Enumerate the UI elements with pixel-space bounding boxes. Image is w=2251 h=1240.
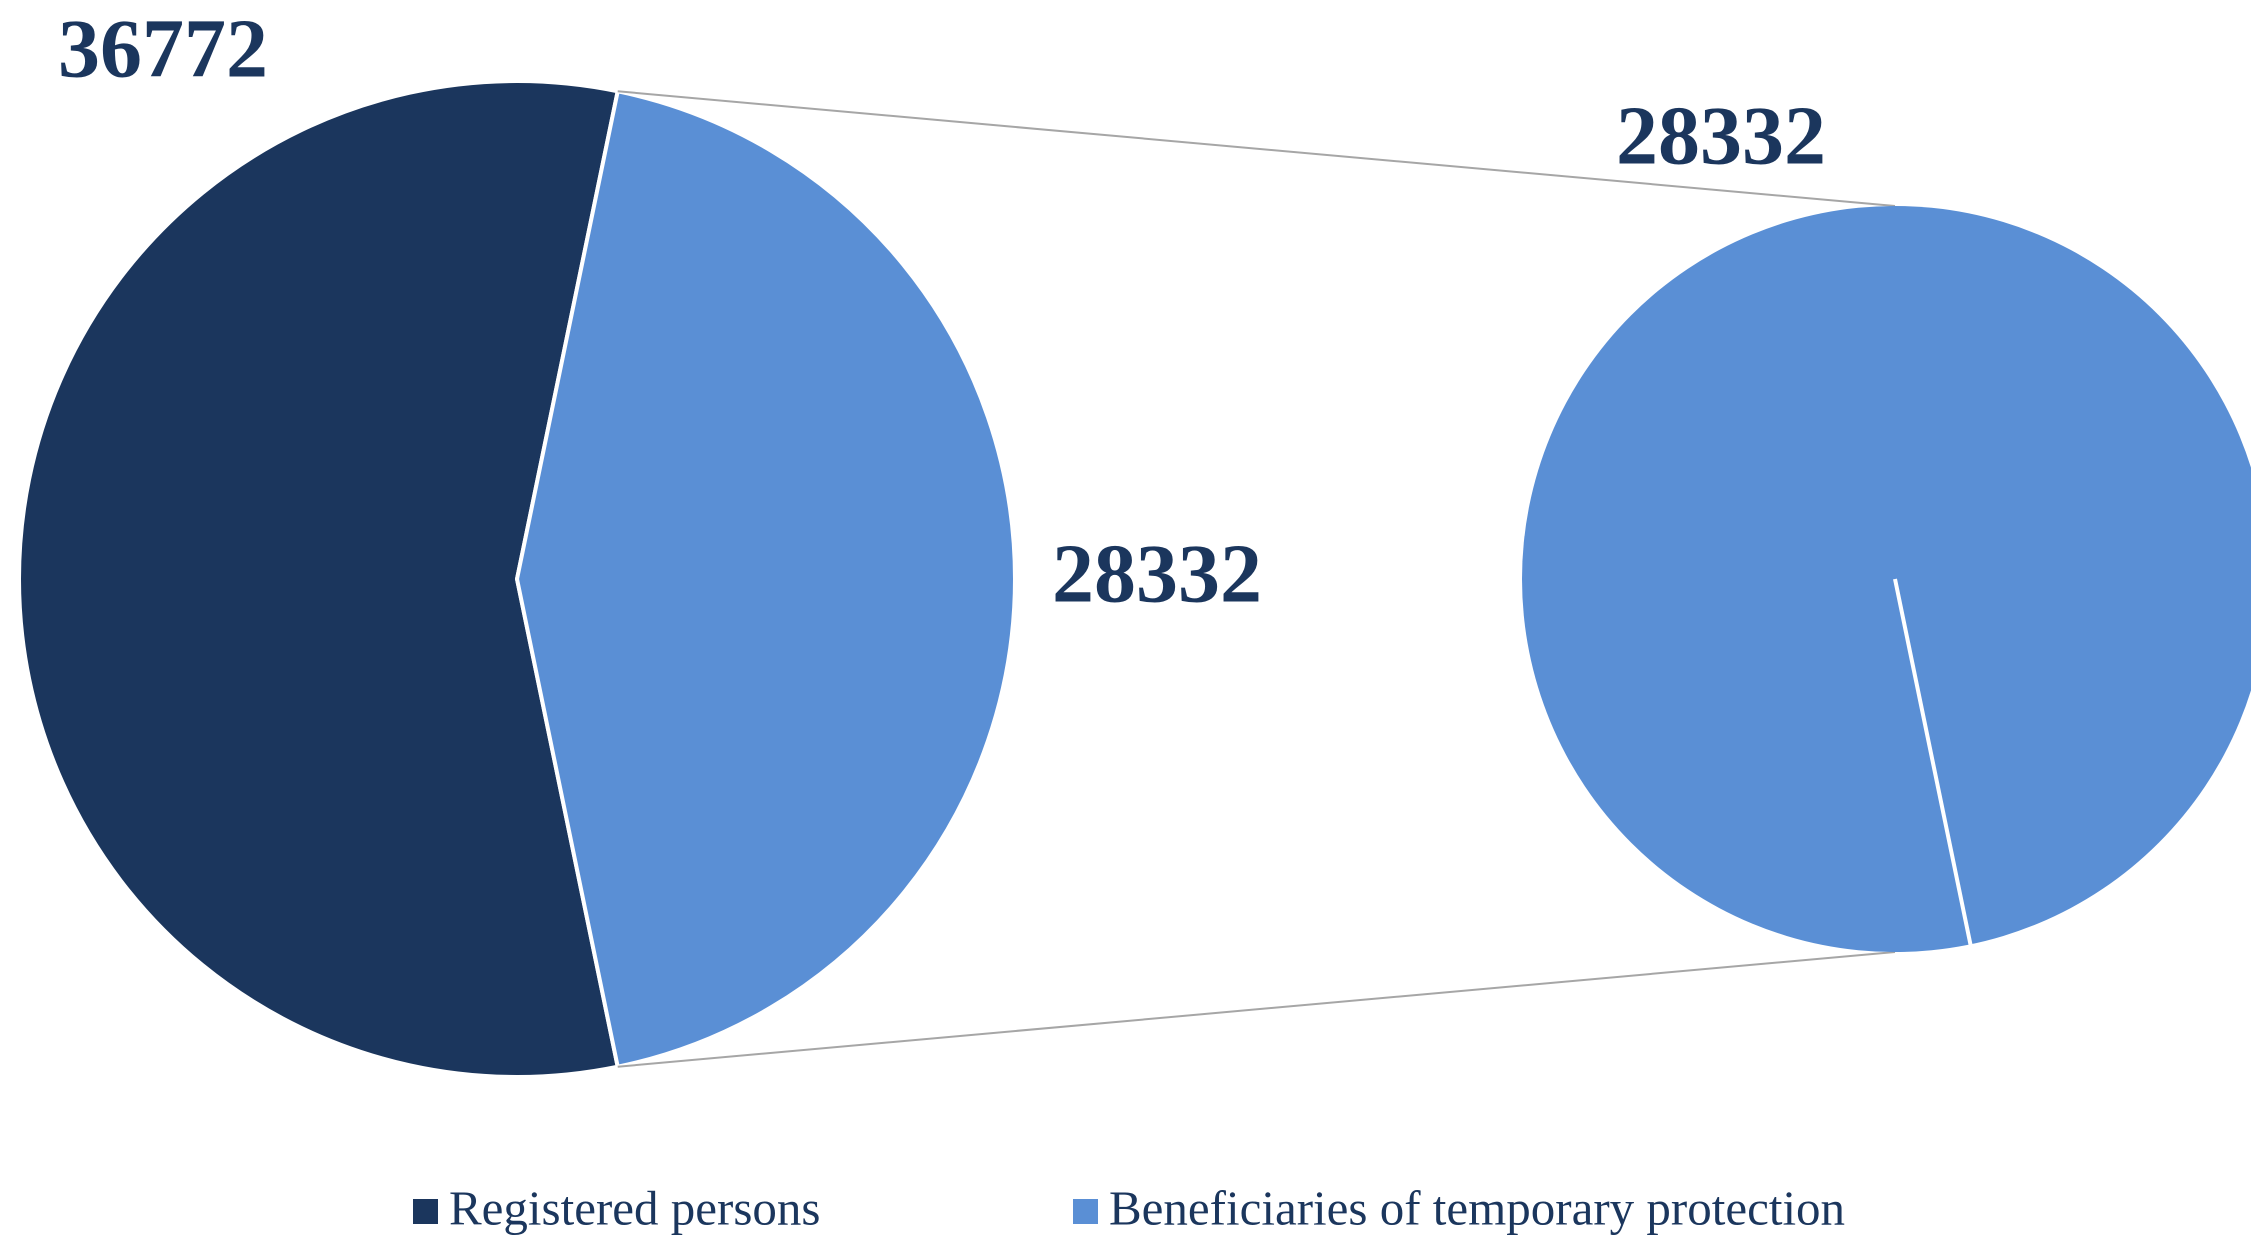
legend-swatch (1073, 1199, 1098, 1224)
legend-label: Registered persons (449, 1180, 821, 1235)
legend-label: Beneficiaries of temporary protection (1109, 1180, 1845, 1235)
data-label: 28332 (1052, 527, 1262, 620)
pie-slice (16, 79, 621, 1079)
legend-swatch (413, 1199, 438, 1224)
data-label: 36772 (58, 2, 268, 95)
secondary-pie-slice (1522, 206, 2251, 952)
pie-slice (514, 88, 1017, 1070)
connector-line (617, 90, 1896, 207)
slice-seam (1893, 578, 1973, 947)
data-label: 28332 (1616, 89, 1826, 182)
connector-line (617, 951, 1896, 1068)
